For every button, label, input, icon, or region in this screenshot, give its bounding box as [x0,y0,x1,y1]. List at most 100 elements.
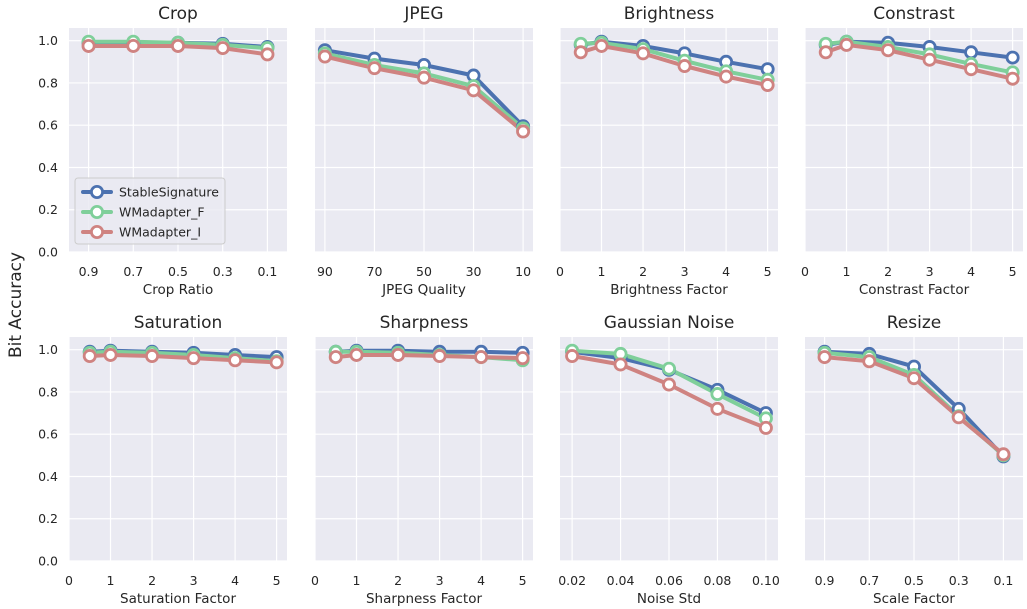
x-tick-label: 0.3 [213,264,233,279]
data-point-WMadapter_I [862,354,877,369]
data-point-WMadapter_I [636,46,651,61]
y-tick-label: 0.0 [38,245,58,260]
data-point-WMadapter_I [328,350,343,365]
y-tick-label: 0.2 [38,202,58,217]
data-point-WMadapter_I [964,62,979,77]
data-point-WMadapter_I [573,45,588,60]
y-tick-label: 0.4 [38,160,58,175]
x-tick-label: 70 [367,264,383,279]
panel-1: 0.0 0.2 0.4 0.6 0.8 1.0 0.9 0.7 0.5 0.3 0.1 Crop Cro… [38,4,287,298]
y-tick-label: 0.4 [38,469,58,484]
x-tick-label: 3 [190,573,198,588]
x-axis-label: Saturation Factor [120,591,236,607]
y-tick-label: 1.0 [38,342,58,357]
x-tick-label: 4 [477,573,485,588]
data-point-WMadapter_I [474,350,489,365]
x-tick-label: 0.1 [257,264,277,279]
panel-title: Sharpness [380,313,469,333]
data-point-WMadapter_F [710,387,725,402]
x-tick-label: 5 [519,573,527,588]
x-tick-label: 3 [926,264,934,279]
x-tick-label: 0.5 [904,573,924,588]
x-tick-label: 0.9 [79,264,99,279]
data-point-WMadapter_I [516,124,531,139]
legend-marker [90,224,105,239]
data-point-WMadapter_I [881,43,896,58]
x-tick-label: 0.04 [607,573,635,588]
x-tick-label: 0.10 [752,573,780,588]
x-tick-label: 1 [598,264,606,279]
x-tick-label: 0.1 [993,573,1013,588]
legend-label: WMadapter_I [119,225,201,240]
figure-ylabel: Bit Accuracy [6,252,26,358]
panel-title: Crop [158,4,198,24]
data-point-WMadapter_I [951,410,966,425]
data-point-WMadapter_I [81,38,96,53]
legend-label: StableSignature [119,185,219,200]
x-tick-label: 1 [107,573,115,588]
legend-marker [90,184,105,199]
data-point-WMadapter_I [170,38,185,53]
x-tick-label: 5 [1009,264,1017,279]
panel-3: 0 1 2 3 4 5 Brightness Brightness Factor [556,4,778,298]
data-point-WMadapter_I [817,350,832,365]
data-point-StableSignature [964,45,979,60]
data-point-WMadapter_I [391,347,406,362]
panel-title: Constrast [873,4,955,24]
data-point-WMadapter_I [317,49,332,64]
legend-marker [90,204,105,219]
data-point-WMadapter_I [228,353,243,368]
x-tick-label: 1 [843,264,851,279]
x-tick-label: 0.5 [168,264,188,279]
x-tick-label: 5 [764,264,772,279]
x-tick-label: 0 [65,573,73,588]
panel-title: JPEG [403,4,443,24]
y-tick-label: 0.8 [38,384,58,399]
data-point-WMadapter_I [269,355,284,370]
x-tick-label: 0.7 [123,264,143,279]
x-tick-label: 4 [231,573,239,588]
y-tick-label: 0.6 [38,427,58,442]
panel-title: Resize [887,313,941,333]
data-point-WMadapter_I [515,351,530,366]
x-axis-label: Brightness Factor [610,282,728,298]
x-axis-label: Crop Ratio [143,282,213,298]
x-tick-label: 2 [884,264,892,279]
x-tick-label: 30 [466,264,482,279]
legend: StableSignature WMadapter_F WMadapter_I [74,177,226,245]
x-axis-label: Constrast Factor [859,282,970,298]
x-tick-label: 0.02 [558,573,586,588]
data-point-WMadapter_I [839,37,854,52]
panel-7: 0.02 0.04 0.06 0.08 0.10 Gaussian Noise Noise … [558,313,780,607]
y-tick-label: 0.2 [38,511,58,526]
data-point-WMadapter_I [432,349,447,364]
panel-5: 0.0 0.2 0.4 0.6 0.8 1.0 0 1 2 3 4 5 Saturation Satura… [38,313,287,607]
x-tick-label: 1 [353,573,361,588]
data-point-WMadapter_I [82,349,97,364]
data-point-WMadapter_I [760,78,775,93]
data-point-WMadapter_I [996,447,1011,462]
data-point-WMadapter_I [565,349,580,364]
y-tick-label: 0.8 [38,75,58,90]
panel-4: 0 1 2 3 4 5 Constrast Constrast Factor [801,4,1023,298]
x-tick-label: 0.3 [949,573,969,588]
data-point-WMadapter_F [662,361,677,376]
panel-title: Brightness [624,4,715,24]
data-point-WMadapter_I [710,401,725,416]
x-tick-label: 50 [416,264,432,279]
x-tick-label: 0.7 [859,573,879,588]
y-tick-label: 0.6 [38,118,58,133]
data-point-WMadapter_I [367,61,382,76]
panel-title: Gaussian Noise [604,313,735,333]
panel-2: 90 70 50 30 10 JPEG JPEG Quality [315,4,533,298]
x-tick-label: 5 [273,573,281,588]
x-tick-label: 2 [394,573,402,588]
legend-label: WMadapter_F [119,205,205,220]
data-point-WMadapter_I [349,347,364,362]
data-point-WMadapter_I [145,349,160,364]
x-tick-label: 0 [311,573,319,588]
x-tick-label: 4 [967,264,975,279]
data-point-StableSignature [1005,50,1020,65]
panel-6: 0 1 2 3 4 5 Sharpness Sharpness Factor [311,313,533,607]
